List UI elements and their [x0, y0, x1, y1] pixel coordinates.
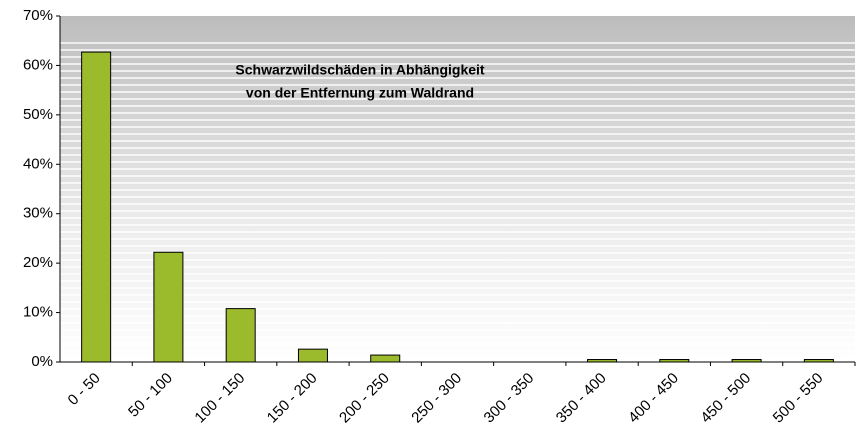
x-tick-label: 50 - 100 — [125, 370, 176, 421]
plot-stripes — [60, 42, 855, 362]
x-tick-label: 400 - 450 — [625, 370, 682, 427]
y-tick-label: 60% — [23, 56, 53, 73]
y-tick-label: 30% — [23, 205, 53, 222]
chart-title: von der Entfernung zum Waldrand — [246, 85, 474, 101]
bar — [370, 354, 401, 363]
y-tick-label: 50% — [23, 106, 53, 123]
x-tick-label: 300 - 350 — [481, 370, 538, 427]
bar — [225, 308, 256, 363]
x-tick-label: 150 - 200 — [264, 370, 321, 427]
y-tick-label: 20% — [23, 254, 53, 271]
x-tick-label: 500 - 550 — [770, 370, 827, 427]
chart-title: Schwarzwildschäden in Abhängigkeit — [235, 62, 485, 78]
x-tick-label: 450 - 500 — [697, 370, 754, 427]
x-tick-label: 0 - 50 — [65, 370, 104, 409]
y-tick-label: 0% — [31, 353, 53, 370]
y-tick-label: 40% — [23, 155, 53, 172]
bar — [297, 348, 328, 363]
bar — [81, 51, 112, 363]
bar — [153, 251, 184, 363]
x-tick-label: 350 - 400 — [553, 370, 610, 427]
x-tick-label: 200 - 250 — [336, 370, 393, 427]
x-tick-label: 100 - 150 — [191, 370, 248, 427]
y-tick-label: 70% — [23, 7, 53, 24]
x-tick-label: 250 - 300 — [408, 370, 465, 427]
y-tick-label: 10% — [23, 304, 53, 321]
